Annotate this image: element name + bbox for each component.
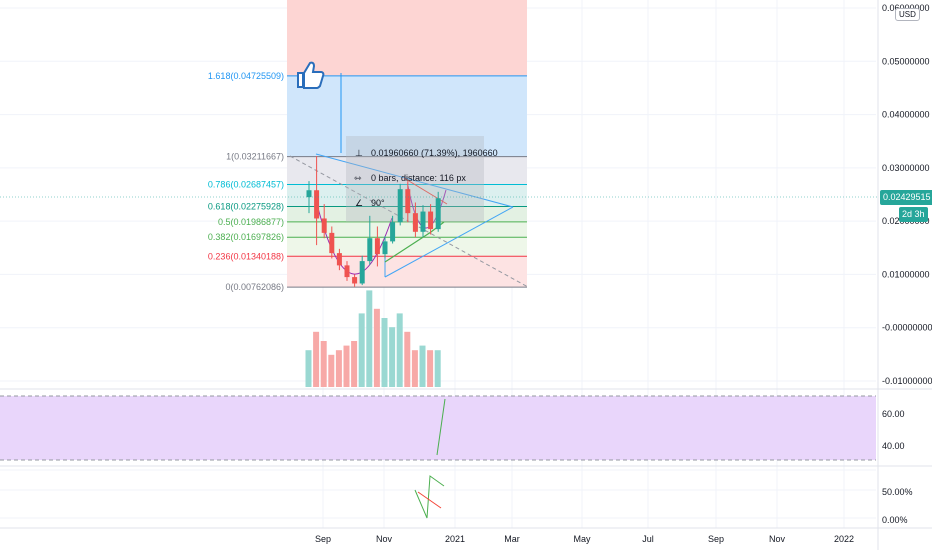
drawings[interactable] xyxy=(289,73,529,288)
volume-bar xyxy=(366,290,373,387)
countdown-badge: 2d 3h xyxy=(899,207,928,222)
fib-zone-1618 xyxy=(287,75,527,157)
volume-bars xyxy=(305,290,441,387)
candle-body xyxy=(367,238,373,262)
last-price-badge: 0.02429515 xyxy=(880,190,932,205)
fib-level-label: 0.786(0.02687457) xyxy=(208,180,284,190)
price-tick: 0.05000000 xyxy=(882,56,930,66)
fib-zone xyxy=(287,221,527,238)
fib-zone xyxy=(287,256,527,288)
volume-bar xyxy=(396,313,403,387)
price-tick: 0.04000000 xyxy=(882,110,930,120)
measure-line3: 90° xyxy=(371,198,385,208)
fib-level-label: 0.236(0.01340188) xyxy=(208,251,284,261)
rsi-line xyxy=(436,398,446,456)
ind2-tick-0: 0.00% xyxy=(882,515,908,525)
volume-bar xyxy=(343,345,350,387)
volume-bar xyxy=(419,345,426,387)
fib-level-label: 0.382(0.01697826) xyxy=(208,232,284,242)
price-tick: 0.01000000 xyxy=(882,269,930,279)
volume-bar xyxy=(305,350,312,387)
price-tick: 0.03000000 xyxy=(882,163,930,173)
candles xyxy=(306,156,441,287)
measure-line1: 0.01960660 (71.39%), 1960660 xyxy=(371,148,498,158)
thumbs-up-icon[interactable] xyxy=(297,61,325,89)
volume-bar xyxy=(358,313,365,387)
volume-bar xyxy=(381,318,388,387)
candle-body xyxy=(420,211,426,232)
fib-level-label: 0(0.00762086) xyxy=(225,282,284,292)
volume-bar xyxy=(373,308,380,387)
ind1-tick-40: 40.00 xyxy=(882,441,905,451)
candle-body xyxy=(336,253,342,266)
measure-icon-angle: ∠ xyxy=(355,198,363,208)
measure-line2: 0 bars, distance: 116 px xyxy=(371,173,466,183)
time-label: 2021 xyxy=(445,534,465,544)
fib-level-label: 0.5(0.01986877) xyxy=(218,217,284,227)
fib-zone xyxy=(287,237,527,257)
volume-bar xyxy=(313,331,320,387)
time-label: Sep xyxy=(708,534,724,544)
triangle-upper-line[interactable] xyxy=(315,153,514,208)
candle-body xyxy=(390,222,396,242)
fib-level-label: 1(0.03211667) xyxy=(226,152,284,162)
time-label: Jul xyxy=(642,534,654,544)
price-tick: -0.00000000 xyxy=(882,323,932,333)
volume-bar xyxy=(320,341,327,387)
dashed-trend-line[interactable] xyxy=(289,155,529,288)
candle-body xyxy=(359,261,365,284)
ind1-tick-60: 60.00 xyxy=(882,409,905,419)
currency-badge[interactable]: USD xyxy=(895,8,920,21)
time-label: Mar xyxy=(504,534,520,544)
fib-level-label: 0.618(0.02275928) xyxy=(208,201,284,211)
volume-bar xyxy=(411,350,418,387)
fib-zone-top xyxy=(287,0,527,76)
stoch-d-line xyxy=(417,491,442,509)
fib-retracement[interactable]: 1.618(0.04725509) 1(0.03211667) 0.786(0.02… xyxy=(208,0,527,292)
candle-body xyxy=(314,190,320,219)
stoch-k-line xyxy=(414,475,445,519)
time-label: Sep xyxy=(315,534,331,544)
time-axis[interactable]: Sep Nov 2021 Mar May Jul Sep Nov 2022 xyxy=(315,534,854,544)
price-tick: -0.01000000 xyxy=(882,376,932,386)
candle-body xyxy=(435,198,441,230)
measure-icon-height: ⊥ xyxy=(355,148,363,158)
fib-level-label: 1.618(0.04725509) xyxy=(208,71,284,81)
candle-body xyxy=(428,211,434,230)
candle-body xyxy=(412,213,418,232)
ind2-tick-50: 50.00% xyxy=(882,487,913,497)
volume-bar xyxy=(434,350,441,387)
volume-bar xyxy=(404,331,411,387)
candle-body xyxy=(306,190,312,198)
candle-body xyxy=(352,277,358,284)
measure-icon-distance: ⇿ xyxy=(354,173,362,183)
time-label: May xyxy=(573,534,591,544)
measure-tool[interactable]: ⊥ 0.01960660 (71.39%), 1960660 ⇿ 0 bars,… xyxy=(346,136,498,222)
candle-body xyxy=(382,241,388,255)
volume-bar xyxy=(389,327,396,387)
candle-body xyxy=(374,238,380,255)
time-label: Nov xyxy=(769,534,786,544)
candle-body xyxy=(405,189,411,214)
candle-body xyxy=(329,232,335,254)
volume-bar xyxy=(427,350,434,387)
time-label: Nov xyxy=(376,534,393,544)
indicator-pane-stoch[interactable] xyxy=(0,469,876,519)
indicator-pane-rsi[interactable] xyxy=(0,395,876,461)
candle-body xyxy=(397,189,403,223)
candle-body xyxy=(321,218,327,233)
volume-bar xyxy=(351,341,358,387)
fib-zone xyxy=(287,206,527,222)
triangle-lower-line[interactable] xyxy=(384,206,514,278)
time-label: 2022 xyxy=(834,534,854,544)
volume-bar xyxy=(328,354,335,387)
volume-bar xyxy=(335,350,342,387)
candle-body xyxy=(344,265,350,278)
